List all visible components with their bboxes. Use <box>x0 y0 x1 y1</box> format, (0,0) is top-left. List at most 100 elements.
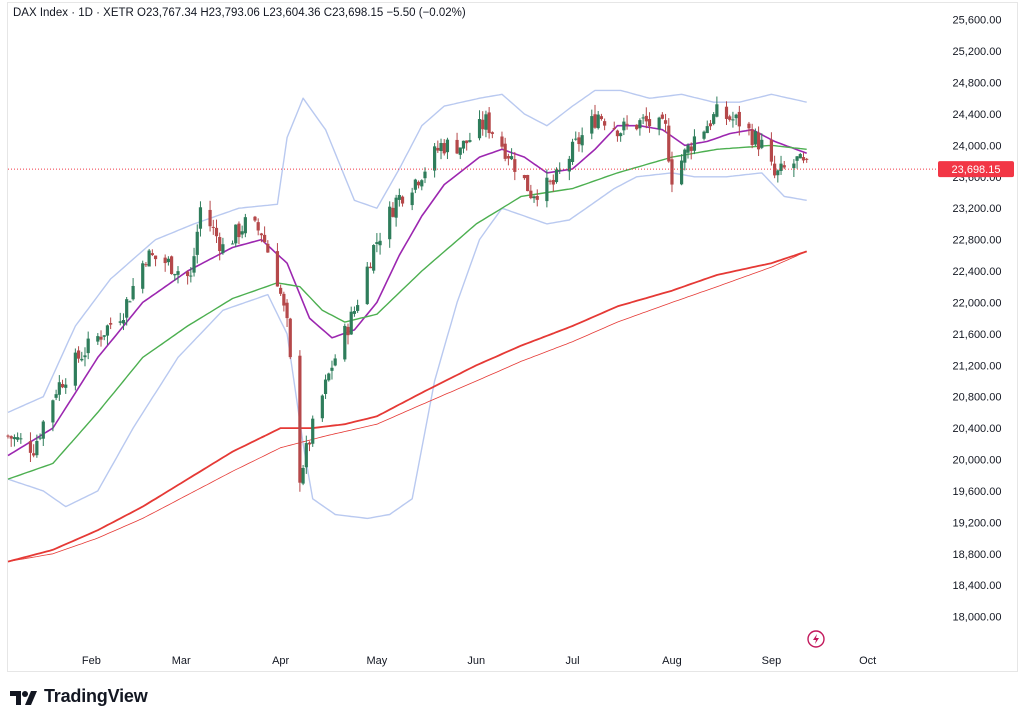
candle <box>641 114 645 124</box>
candle <box>554 167 559 184</box>
candle <box>420 179 424 191</box>
candle <box>38 433 42 441</box>
candle <box>416 180 421 189</box>
low-value: L23,604.36 <box>263 7 321 19</box>
candle <box>734 113 738 126</box>
symbol-name[interactable]: DAX Index <box>13 7 68 19</box>
open-value: O23,767.34 <box>137 7 198 19</box>
band_upper-line <box>7 89 807 414</box>
candle <box>423 167 427 184</box>
interval-label[interactable]: 1D <box>78 7 93 19</box>
candle <box>715 96 719 118</box>
candle <box>86 331 90 360</box>
candle <box>615 129 620 142</box>
last-price-tag: 23,698.15 <box>938 161 1014 178</box>
candle <box>121 313 126 331</box>
candle <box>548 179 552 185</box>
price-tick-label: 21,200.00 <box>953 360 1002 372</box>
candle <box>256 218 260 236</box>
time-tick-label: Feb <box>82 655 101 667</box>
candle <box>753 128 757 147</box>
candle <box>535 189 539 207</box>
symbol-legend: DAX Index · 1D · XETR O23,767.34 H23,793… <box>13 7 466 19</box>
candle <box>522 174 527 180</box>
candle <box>468 132 472 143</box>
candle <box>532 195 536 203</box>
candle <box>176 266 180 284</box>
candle <box>580 127 584 153</box>
price-chart[interactable]: 25,600.00 25,200.00 24,800.00 24,400.00 24,0… <box>0 0 1024 690</box>
candle <box>795 155 799 169</box>
candle <box>509 148 514 161</box>
candle <box>545 169 549 208</box>
lightning-icon[interactable] <box>807 630 825 648</box>
candle <box>102 335 106 341</box>
candle <box>131 278 135 301</box>
candle <box>144 262 148 268</box>
exchange-label: XETR <box>103 7 134 19</box>
candle <box>263 226 267 244</box>
candle <box>667 118 671 163</box>
price-tick-label: 18,000.00 <box>953 612 1002 624</box>
candle <box>388 201 392 248</box>
high-value: H23,793.06 <box>200 7 260 19</box>
candle <box>195 224 199 264</box>
time-tick-label: Mar <box>172 655 191 667</box>
brand-name: TradingView <box>44 686 148 706</box>
candle <box>118 312 122 326</box>
candle <box>240 225 244 239</box>
time-tick-label: Aug <box>662 655 682 667</box>
candle <box>500 131 504 149</box>
chart-pane[interactable] <box>7 2 1018 672</box>
candle <box>644 107 648 129</box>
candle <box>439 138 443 160</box>
candle <box>769 132 774 166</box>
candle <box>484 110 488 138</box>
candle <box>455 132 459 155</box>
candle <box>747 121 751 136</box>
time-axis[interactable]: Feb Mar Apr May Jun Jul Aug Sep Oct <box>82 655 876 667</box>
candle <box>773 155 777 179</box>
candle <box>702 130 706 141</box>
candle <box>513 152 517 181</box>
candle <box>32 444 36 458</box>
candle <box>173 273 177 281</box>
candle <box>567 155 571 181</box>
candle <box>327 372 331 382</box>
candle <box>805 157 809 163</box>
candle <box>285 299 289 328</box>
candle <box>275 243 280 287</box>
sma_fast-line <box>7 124 807 457</box>
candle <box>51 399 55 432</box>
candle <box>311 415 315 447</box>
tradingview-icon <box>10 690 37 705</box>
candle <box>375 233 379 253</box>
candle <box>83 347 87 367</box>
candle <box>218 232 222 261</box>
candle <box>211 219 215 235</box>
candle <box>599 113 604 121</box>
price-tick-label: 20,000.00 <box>953 455 1002 467</box>
candle <box>6 434 10 439</box>
candle <box>481 111 485 136</box>
tradingview-logo[interactable]: TradingView <box>10 686 148 707</box>
candle <box>570 138 575 165</box>
candle <box>798 152 802 159</box>
candle <box>352 306 357 317</box>
candle <box>529 184 533 200</box>
candle <box>779 155 783 175</box>
candle <box>189 267 193 283</box>
candle <box>365 262 369 305</box>
candle <box>391 202 395 218</box>
price-tick-label: 18,800.00 <box>953 549 1002 561</box>
price-axis[interactable]: 25,600.00 25,200.00 24,800.00 24,400.00 24,0… <box>953 15 1002 624</box>
candle <box>728 114 732 122</box>
candle <box>153 255 158 267</box>
candle <box>596 111 600 130</box>
candle <box>16 432 20 442</box>
candle <box>551 174 555 192</box>
price-tick-label: 22,000.00 <box>953 297 1002 309</box>
candle <box>105 324 110 345</box>
moving-averages <box>7 124 807 563</box>
